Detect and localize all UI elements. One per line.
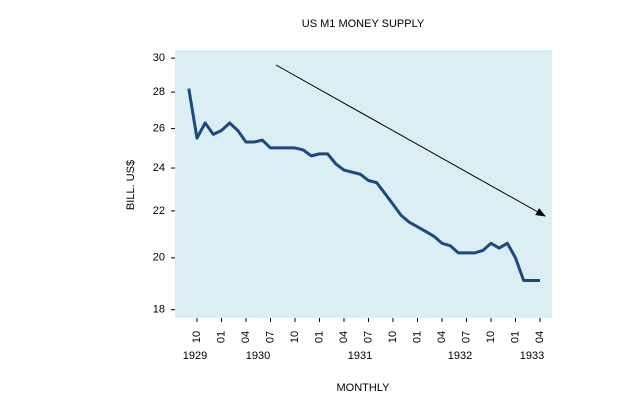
y-tick-label: 24	[153, 162, 165, 174]
y-tick-label: 20	[153, 252, 165, 264]
x-tick-label: 01	[313, 331, 325, 343]
plot-area	[175, 50, 552, 318]
y-tick-label: 28	[153, 86, 165, 98]
x-tick-label: 10	[387, 331, 399, 343]
year-label: 1931	[348, 350, 372, 362]
x-tick-label: 10	[485, 331, 497, 343]
x-tick-label: 04	[338, 331, 350, 343]
x-tick-label: 01	[411, 331, 423, 343]
x-tick-label: 04	[436, 331, 448, 343]
year-label: 1929	[183, 350, 207, 362]
x-tick-label: 04	[534, 331, 546, 343]
y-tick-label: 18	[153, 304, 165, 316]
trend-arrow	[275, 64, 546, 217]
x-tick-label: 07	[362, 331, 374, 343]
x-tick-label: 01	[215, 331, 227, 343]
year-label: 1932	[448, 350, 472, 362]
y-axis-label: BILL. US$	[125, 160, 137, 210]
x-tick-label: 07	[460, 331, 472, 343]
y-tick-label: 22	[153, 205, 165, 217]
x-tick-label: 10	[191, 331, 203, 343]
x-tick-label: 04	[240, 331, 252, 343]
year-label: 1933	[520, 350, 544, 362]
y-tick-label: 26	[153, 123, 165, 135]
line-series	[187, 88, 540, 283]
x-tick-label: 07	[264, 331, 276, 343]
year-label: 1930	[246, 350, 270, 362]
x-axis-label: MONTHLY	[337, 382, 391, 394]
y-tick-label: 30	[153, 52, 165, 64]
x-tick-label: 10	[289, 331, 301, 343]
chart-title: US M1 MONEY SUPPLY	[302, 18, 425, 30]
x-tick-label: 01	[509, 331, 521, 343]
